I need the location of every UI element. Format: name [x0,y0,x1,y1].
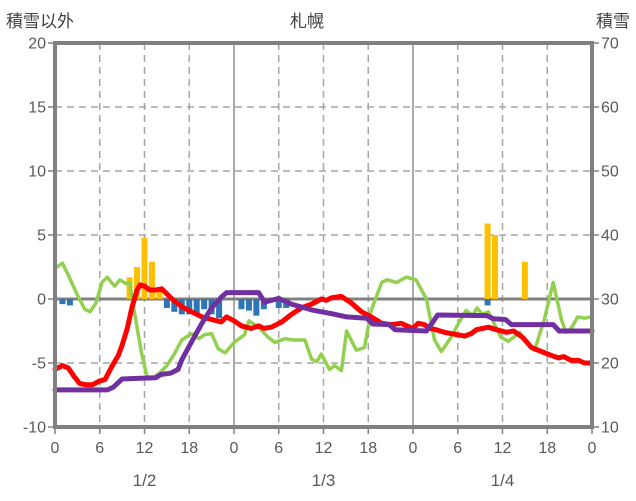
left-tick-label: 10 [28,164,46,181]
orange-bars-bar [141,237,148,299]
blue-bars-bar [193,299,200,315]
date-label: 1/3 [312,471,336,490]
blue-bars-bar [186,299,193,315]
blue-bars-bar [245,299,252,311]
right-tick-label: 60 [601,100,619,117]
left-tick-label: -10 [23,420,46,437]
blue-bars-bar [66,299,73,306]
plot-border [53,41,594,429]
blue-bars-bar [275,299,282,308]
left-axis-title: 積雪以外 [6,12,74,31]
x-tick-label: 12 [136,440,154,457]
right-tick-label: 70 [601,36,619,53]
left-tick-label: 0 [37,292,46,309]
purple-line-series [52,290,595,393]
chart-title: 札幌 [290,12,324,31]
x-tick-label: 18 [359,440,377,457]
left-tick-label: 5 [37,228,46,245]
right-tick-label: 50 [601,164,619,181]
x-tick-label: 6 [274,440,283,457]
x-tick-label: 0 [409,440,418,457]
x-tick-label: 6 [453,440,462,457]
date-label: 1/4 [491,471,515,490]
orange-bars-bar [148,261,155,299]
blue-bars-bar [163,299,170,308]
blue-bars-bar [484,299,491,306]
blue-bars-bar [216,299,223,319]
blue-bars-bar [253,299,260,316]
blue-bars-bar [59,299,66,305]
orange-bars-bar [156,290,163,299]
orange-bars-bar [134,267,141,299]
x-tick-label: 18 [180,440,198,457]
orange-bars-bar [484,223,491,299]
x-tick-label: 0 [51,440,60,457]
x-tick-label: 6 [95,440,104,457]
right-tick-label: 30 [601,292,619,309]
blue-bars-bar [201,299,208,310]
blue-bars-bar [238,299,245,310]
date-label: 1/2 [133,471,157,490]
right-axis-title: 積雪 [596,12,630,31]
x-tick-label: 0 [230,440,239,457]
left-tick-label: 20 [28,36,46,53]
blue-bars-bar [171,299,178,312]
right-tick-label: 10 [601,420,619,437]
x-tick-label: 12 [315,440,333,457]
orange-bars-bar [492,235,499,299]
x-tick-label: 12 [494,440,512,457]
right-tick-label: 40 [601,228,619,245]
x-tick-label: 18 [538,440,556,457]
right-tick-label: 20 [601,356,619,373]
x-tick-label: 0 [588,440,597,457]
orange-bars-bar [521,261,528,299]
left-tick-label: 15 [28,100,46,117]
left-tick-label: -5 [32,356,46,373]
